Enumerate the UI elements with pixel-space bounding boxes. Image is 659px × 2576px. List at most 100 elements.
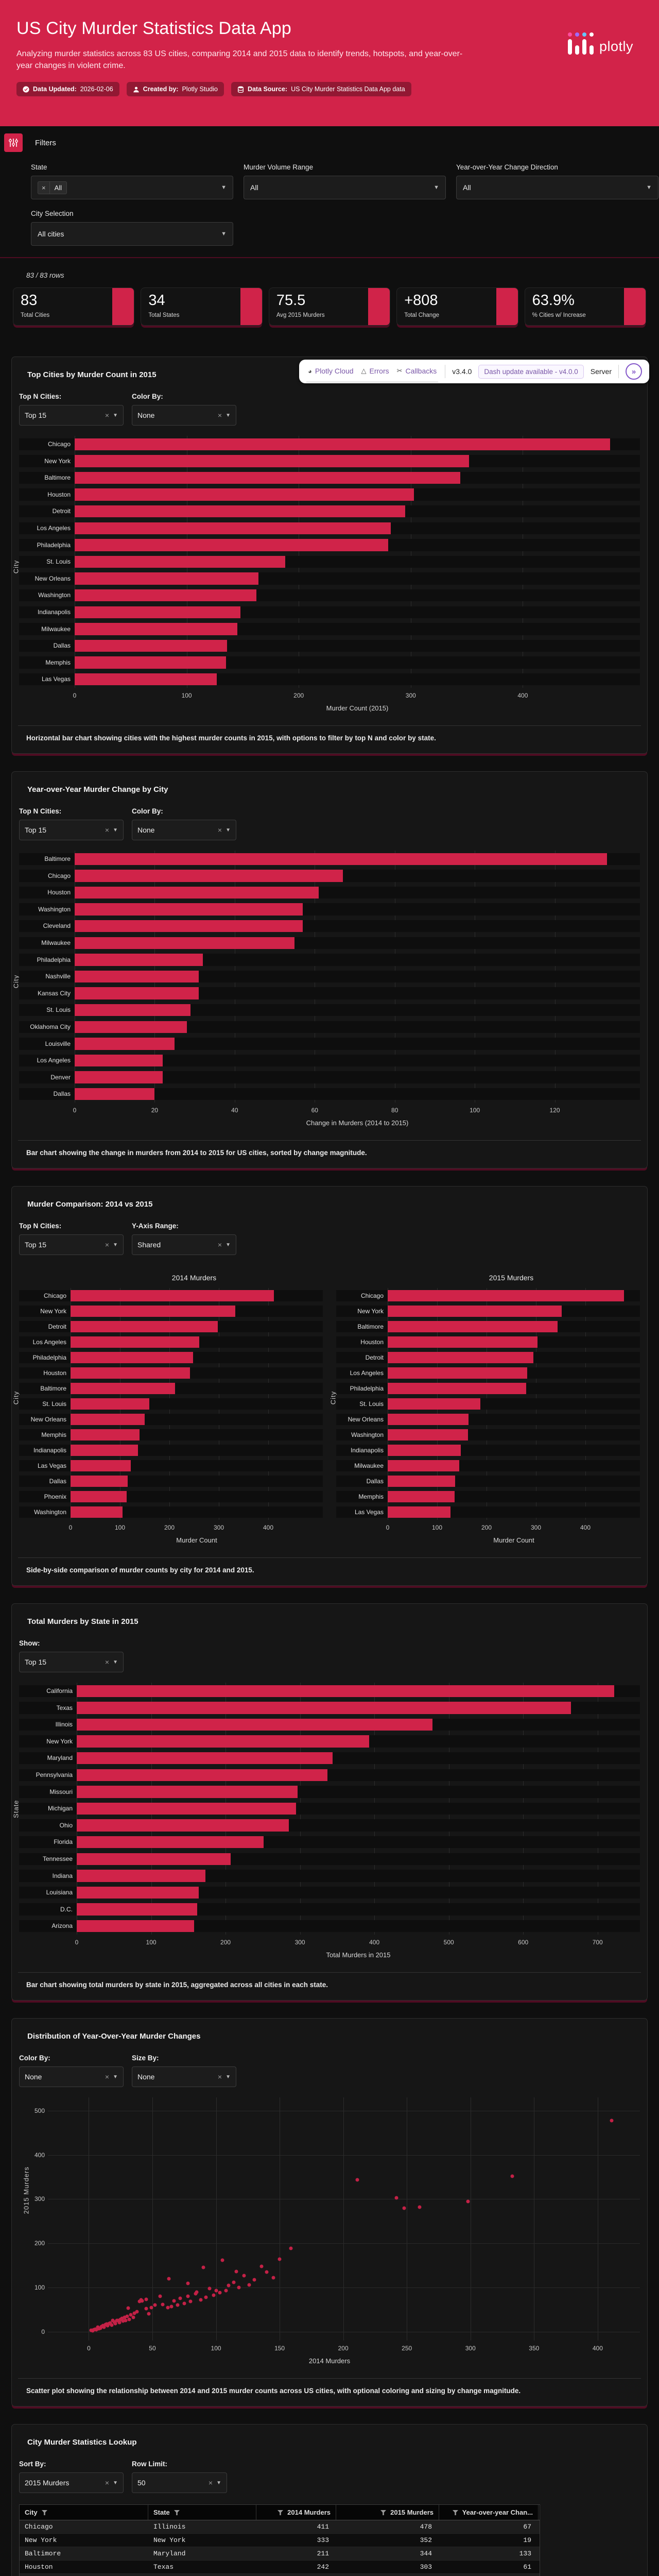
clear-icon[interactable]: × xyxy=(217,411,222,419)
bar xyxy=(75,471,460,484)
city-stats-table[interactable]: City State 2014 Murders 2015 Murders Year-ov… xyxy=(19,2504,540,2576)
state-filter-select[interactable]: × All ▼ xyxy=(31,176,233,199)
callbacks-button[interactable]: ✂ Callbacks xyxy=(396,367,437,375)
murder-volume-select[interactable]: All ▼ xyxy=(244,176,446,199)
bar-chart-top-cities-2015[interactable]: City Chicago New York Baltimore Houston Detr… xyxy=(12,436,640,717)
column-header-2014-murders[interactable]: 2014 Murders xyxy=(256,2505,336,2520)
bar xyxy=(75,903,303,916)
table-row[interactable]: DetroitMichigan298295-3 xyxy=(20,2574,540,2576)
bar-chart-state-totals[interactable]: State California Texas Illinois New York Mar… xyxy=(12,1683,640,1964)
chevron-down-icon[interactable]: ▼ xyxy=(113,827,118,833)
top-n-cities-select[interactable]: Top 15 × ▼ xyxy=(19,405,124,426)
filter-funnel-icon[interactable] xyxy=(41,2510,47,2515)
clear-icon[interactable]: × xyxy=(105,2479,110,2487)
column-header-city[interactable]: City xyxy=(20,2505,148,2520)
color-by-select[interactable]: None × ▼ xyxy=(132,820,236,840)
errors-button[interactable]: △ Errors xyxy=(361,367,389,375)
badge-label: Created by: xyxy=(143,86,179,93)
chevron-down-icon[interactable]: ▼ xyxy=(221,231,227,237)
chevron-down-icon[interactable]: ▼ xyxy=(226,2074,231,2080)
y-axis-range-select[interactable]: Shared × ▼ xyxy=(132,1234,236,1255)
scatter-point xyxy=(131,2315,135,2319)
chevron-down-icon[interactable]: ▼ xyxy=(433,184,439,191)
table-row[interactable]: New York New York 333 352 19 xyxy=(20,2534,540,2547)
row-limit-select[interactable]: 50 × ▼ xyxy=(132,2472,227,2493)
chevron-down-icon[interactable]: ▼ xyxy=(113,2480,118,2486)
filter-funnel-icon[interactable] xyxy=(174,2510,180,2515)
clear-icon[interactable]: × xyxy=(217,826,222,834)
clear-icon[interactable]: × xyxy=(208,2479,213,2487)
chart-caption: Horizontal bar chart showing cities with… xyxy=(18,725,641,753)
filter-funnel-icon[interactable] xyxy=(380,2510,387,2515)
plot-area[interactable]: Chicago New York Baltimore Houston Detroit Lo… xyxy=(19,436,640,688)
clear-icon[interactable]: × xyxy=(217,1241,222,1249)
chevron-down-icon[interactable]: ▼ xyxy=(113,2074,118,2080)
bar-chart-yoy-change[interactable]: City Baltimore Chicago Houston Washington Cl… xyxy=(12,851,640,1132)
chip-remove-icon[interactable]: × xyxy=(38,181,50,194)
table-row[interactable]: Baltimore Maryland 211 344 133 xyxy=(20,2547,540,2561)
person-icon xyxy=(133,87,139,93)
chevron-down-icon[interactable]: ▼ xyxy=(226,827,231,833)
chevron-down-icon[interactable]: ▼ xyxy=(226,1242,231,1248)
plot-area[interactable]: California Texas Illinois New York Maryland P… xyxy=(19,1683,640,1935)
plot-area[interactable]: Baltimore Chicago Houston Washington Clevela… xyxy=(19,851,640,1103)
filter-funnel-icon[interactable] xyxy=(452,2510,458,2515)
y-tick-label: Texas xyxy=(56,1704,73,1711)
size-by-select[interactable]: None × ▼ xyxy=(132,2066,236,2087)
clear-icon[interactable]: × xyxy=(105,411,110,419)
scatter-point xyxy=(178,2296,182,2300)
chevron-down-icon[interactable]: ▼ xyxy=(113,1659,118,1665)
plotly-cloud-button[interactable]: ◕ Plotly Cloud xyxy=(307,367,354,375)
yoy-direction-select[interactable]: All ▼ xyxy=(456,176,658,199)
column-header-state[interactable]: State xyxy=(148,2505,256,2520)
murder-volume-filter-label: Murder Volume Range xyxy=(244,163,314,171)
city-selection-select[interactable]: All cities ▼ xyxy=(31,222,233,246)
clear-icon[interactable]: × xyxy=(105,1658,110,1666)
x-axis-ticks: 0 100 200 300 400 xyxy=(19,690,640,701)
subplot-2015-murders[interactable]: 2015 Murders City Chicago New York Baltimo… xyxy=(330,1265,640,1549)
filter-funnel-icon[interactable] xyxy=(278,2510,284,2515)
color-by-select[interactable]: None × ▼ xyxy=(132,405,236,426)
chevron-down-icon[interactable]: ▼ xyxy=(226,412,231,418)
stat-card: +808 Total Change xyxy=(396,287,518,326)
color-by-select[interactable]: None × ▼ xyxy=(19,2066,124,2087)
y-tick-label: 400 xyxy=(34,2151,45,2159)
comparison-charts[interactable]: 2014 Murders City Chicago New York Detroit… xyxy=(12,1265,640,1549)
select-value: Top 15 xyxy=(25,1658,47,1666)
color-by-label: Color By: xyxy=(132,807,163,815)
chevron-down-icon[interactable]: ▼ xyxy=(221,184,227,191)
column-header-2015-murders[interactable]: 2015 Murders xyxy=(336,2505,439,2520)
check-circle-icon xyxy=(23,86,29,93)
table-row[interactable]: Chicago Illinois 411 478 67 xyxy=(20,2520,540,2534)
scatter-point xyxy=(201,2265,205,2269)
clear-icon[interactable]: × xyxy=(217,2073,222,2081)
bar xyxy=(71,1352,194,1363)
y-tick-label: New Orleans xyxy=(34,574,71,582)
state-filter-chip[interactable]: × All xyxy=(38,181,67,194)
column-header-yoy-change[interactable]: Year-over-year Chan... xyxy=(439,2505,539,2520)
plot-area[interactable]: Chicago New York Baltimore Houston Detroit Lo… xyxy=(336,1288,640,1520)
clear-icon[interactable]: × xyxy=(105,2073,110,2081)
dash-update-pill[interactable]: Dash update available - v4.0.0 xyxy=(478,364,584,379)
top-n-cities-select[interactable]: Top 15 × ▼ xyxy=(19,1234,124,1255)
table-row[interactable]: Houston Texas 242 303 61 xyxy=(20,2561,540,2574)
plot-area[interactable]: 0 100 200 300 400 500 xyxy=(19,2097,640,2341)
chevron-down-icon[interactable]: ▼ xyxy=(113,412,118,418)
subplot-2014-murders[interactable]: 2014 Murders City Chicago New York Detroit… xyxy=(12,1265,323,1549)
top-n-cities-select[interactable]: Top 15 × ▼ xyxy=(19,820,124,840)
chevron-down-icon[interactable]: ▼ xyxy=(216,2480,221,2486)
chevron-down-icon[interactable]: ▼ xyxy=(646,184,652,191)
y-tick-label: Indianapolis xyxy=(33,1447,66,1454)
sort-by-select[interactable]: 2015 Murders × ▼ xyxy=(19,2472,124,2493)
bar xyxy=(77,1769,328,1782)
plot-area[interactable]: Chicago New York Detroit Los Angeles Philade… xyxy=(19,1288,323,1520)
clear-icon[interactable]: × xyxy=(105,826,110,834)
clear-icon[interactable]: × xyxy=(105,1241,110,1249)
show-select[interactable]: Top 15 × ▼ xyxy=(19,1652,124,1672)
chevron-down-icon[interactable]: ▼ xyxy=(113,1242,118,1248)
scatter-point xyxy=(394,2196,398,2200)
scatter-chart[interactable]: 2015 Murders 0 100 200 300 400 500 0 50 100 150 2… xyxy=(19,2097,640,2370)
scatter-point xyxy=(153,2303,157,2307)
collapse-toolbar-button[interactable]: » xyxy=(626,363,642,380)
y-tick-label: Los Angeles xyxy=(37,1057,71,1064)
